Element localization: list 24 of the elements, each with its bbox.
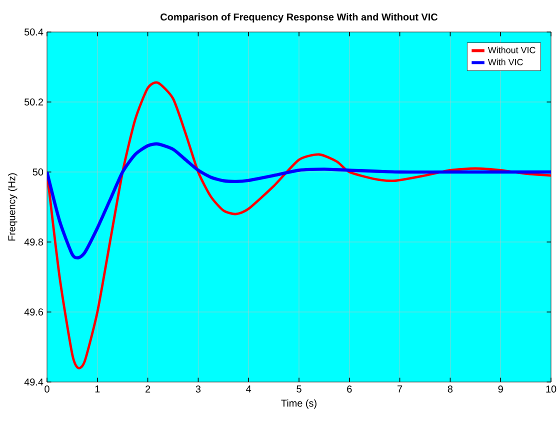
x-tick-label: 9	[498, 386, 503, 393]
y-tick-label: 50.2	[24, 98, 43, 106]
x-tick-label: 0	[44, 386, 50, 393]
x-tick-label: 3	[196, 386, 201, 393]
y-tick-label: 49.8	[24, 238, 44, 246]
x-tick-label: 7	[398, 386, 402, 392]
x-tick-label: 4	[246, 386, 252, 392]
x-axis-title: Time (s)	[281, 399, 316, 409]
y-tick-label: 50	[32, 168, 44, 176]
y-tick-label: 49.4	[24, 378, 44, 386]
x-tick-label: 10	[546, 386, 556, 393]
x-tick-label: 5	[296, 386, 302, 392]
line-series	[47, 142, 552, 260]
x-tick-label: 1	[95, 386, 100, 392]
x-tick-label: 8	[448, 386, 453, 393]
y-tick-label: 50.4	[24, 28, 44, 36]
y-axis-title: Frequency (Hz)	[8, 173, 18, 241]
x-tick-label: 6	[347, 386, 352, 393]
y-tick-label: 49.6	[24, 308, 44, 316]
legend-label: Without VIC	[488, 46, 536, 54]
legend-label: With VIC	[488, 58, 523, 66]
line-series	[47, 82, 552, 370]
chart-title: Comparison of Frequency Response With and Without VIC	[160, 13, 438, 22]
x-tick-label: 2	[146, 386, 150, 392]
